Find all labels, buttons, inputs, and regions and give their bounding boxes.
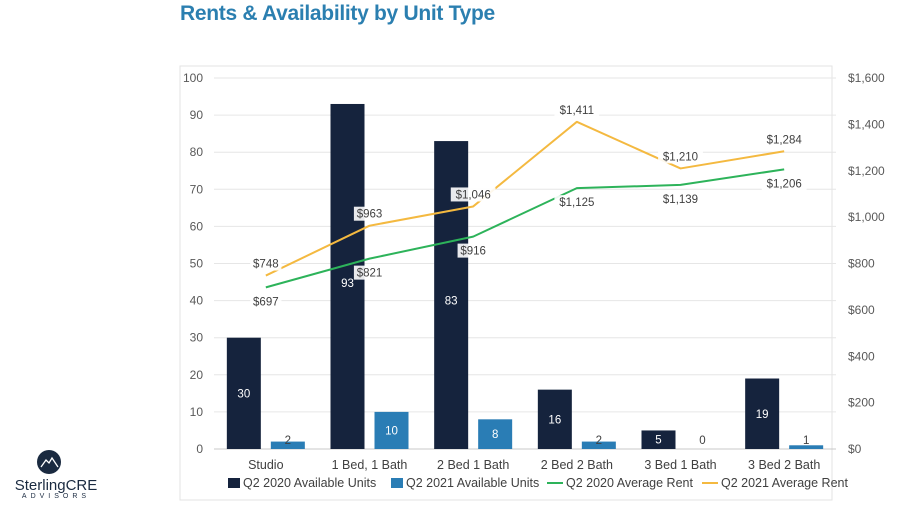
y2-tick-label: $200 — [848, 396, 875, 410]
line-data-label: $1,125 — [559, 197, 594, 209]
legend-label: Q2 2021 Available Units — [406, 476, 539, 490]
x-category-label: 2 Bed 1 Bath — [437, 458, 509, 472]
bar-label-q2-2020: 83 — [445, 295, 458, 307]
line-label-bg — [554, 102, 600, 117]
legend-item: Q2 2020 Available Units — [228, 476, 376, 490]
line-data-label: $748 — [253, 259, 279, 271]
line-label-bg — [658, 191, 703, 206]
line-label-bg — [450, 187, 496, 202]
bar-label-q2-2020: 16 — [548, 414, 561, 426]
line-data-label: $963 — [357, 209, 383, 221]
legend-item: Q2 2021 Available Units — [391, 476, 539, 490]
x-category-label: 2 Bed 2 Bath — [541, 458, 613, 472]
line-q2-2021-rent — [265, 120, 785, 277]
legend-label: Q2 2020 Available Units — [243, 476, 376, 490]
plot-frame — [179, 65, 833, 501]
legend: Q2 2020 Available Units Q2 2021 Available… — [228, 476, 848, 490]
bar-label-q2-2020: 5 — [655, 435, 661, 447]
y-tick-label: 50 — [190, 257, 204, 271]
mountain-logo-icon — [37, 450, 61, 474]
y-tick-label: 100 — [183, 71, 203, 85]
y2-tick-label: $800 — [848, 257, 875, 271]
bar-label-q2-2021: 8 — [492, 429, 498, 441]
y-axis-right: $0 $200 $400 $600 $800 $1,000 $1,200 $1,400 $1,6… — [848, 71, 885, 456]
x-axis-categories: Studio 1 Bed, 1 Bath 2 Bed 1 Bath 2 Bed 2 B… — [248, 458, 820, 472]
y-tick-label: 90 — [190, 108, 204, 122]
line-data-label: $1,206 — [767, 178, 802, 190]
line-data-label: $1,139 — [663, 194, 698, 206]
x-category-label: 3 Bed 1 Bath — [644, 458, 716, 472]
bar-label-q2-2020: 93 — [341, 278, 354, 290]
y-tick-label: 70 — [190, 182, 204, 196]
line-label-bg — [457, 243, 489, 258]
line-label-bg — [353, 265, 386, 280]
line-label-bg — [761, 132, 807, 147]
line-label-bg — [250, 294, 282, 309]
line-label-bg — [250, 256, 282, 271]
line-data-label: $1,046 — [456, 189, 491, 201]
line-q2-2020-rent — [265, 168, 785, 289]
bar-q2-2020 — [641, 430, 676, 449]
y-tick-label: 30 — [190, 331, 204, 345]
line-label-bg — [761, 176, 807, 191]
x-category-label: 3 Bed 2 Bath — [748, 458, 820, 472]
logo-name: SterlingCRE — [14, 477, 98, 494]
bar-q2-2020 — [226, 337, 261, 449]
bars: 30 2 93 10 83 8 16 2 5 0 19 1 — [226, 103, 824, 449]
y-tick-label: 10 — [190, 405, 204, 419]
sterlingcre-logo: SterlingCRE ADVISORS — [6, 449, 97, 504]
y2-tick-label: $1,200 — [848, 164, 885, 178]
bar-label-q2-2021: 2 — [596, 435, 602, 447]
bar-q2-2021 — [270, 441, 305, 449]
y2-tick-label: $1,600 — [848, 71, 885, 85]
legend-swatch — [391, 478, 403, 488]
y-tick-label: 40 — [190, 294, 204, 308]
line-data-label: $1,210 — [663, 151, 698, 163]
bar-label-q2-2021: 1 — [803, 435, 809, 447]
legend-item: Q2 2021 Average Rent — [702, 476, 848, 490]
y2-tick-label: $1,000 — [848, 210, 885, 224]
y-tick-label: 60 — [190, 219, 204, 233]
y2-tick-label: $0 — [848, 442, 862, 456]
y-tick-label: 20 — [190, 368, 204, 382]
line-data-label: $1,284 — [767, 134, 803, 146]
logo-tagline: ADVISORS — [21, 493, 91, 500]
legend-label: Q2 2020 Average Rent — [566, 476, 693, 490]
line-data-label: $821 — [357, 268, 383, 280]
line-label-bg — [658, 149, 703, 164]
legend-label: Q2 2021 Average Rent — [721, 476, 848, 490]
legend-swatch — [228, 478, 240, 488]
rent-lines: $697 $821 $916 $1,125 $1,139 $1,206 $748 $963 $1… — [250, 102, 807, 309]
bar-q2-2020 — [537, 389, 572, 449]
line-data-label: $697 — [253, 296, 279, 308]
line-data-label: $916 — [460, 246, 486, 258]
bar-q2-2021 — [789, 445, 824, 449]
y2-tick-label: $400 — [848, 349, 875, 363]
y2-tick-label: $600 — [848, 303, 875, 317]
bar-q2-2020 — [745, 378, 780, 449]
y2-tick-label: $1,400 — [848, 117, 885, 131]
bar-label-q2-2021: 2 — [285, 435, 291, 447]
x-category-label: Studio — [248, 458, 283, 472]
y-tick-label: 80 — [190, 145, 204, 159]
legend-item: Q2 2020 Average Rent — [547, 476, 693, 490]
bar-q2-2021 — [478, 419, 513, 449]
bar-q2-2021 — [581, 441, 616, 449]
bar-q2-2021 — [374, 411, 409, 449]
gridlines — [214, 77, 836, 450]
bar-label-q2-2020: 30 — [237, 388, 250, 400]
y-tick-label: 0 — [196, 442, 203, 456]
bar-label-q2-2021: 0 — [699, 435, 705, 447]
bar-label-q2-2021: 10 — [385, 425, 398, 437]
line-data-label: $1,411 — [560, 105, 594, 117]
slide-title: Rents & Availability by Unit Type — [180, 2, 495, 25]
line-label-bg — [554, 195, 600, 210]
line-label-bg — [353, 206, 386, 221]
y-axis-left: 0 10 20 30 40 50 60 70 80 90 100 — [183, 71, 203, 456]
x-category-label: 1 Bed, 1 Bath — [332, 458, 408, 472]
bar-label-q2-2020: 19 — [756, 409, 769, 421]
